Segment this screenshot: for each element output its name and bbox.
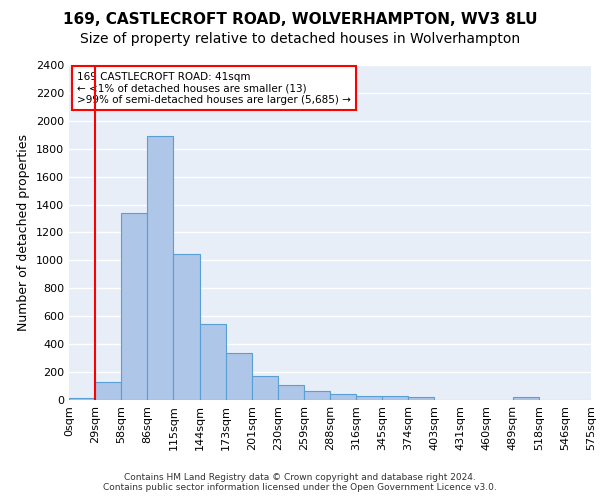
Text: 169, CASTLECROFT ROAD, WOLVERHAMPTON, WV3 8LU: 169, CASTLECROFT ROAD, WOLVERHAMPTON, WV…	[63, 12, 537, 28]
Text: 169 CASTLECROFT ROAD: 41sqm
← <1% of detached houses are smaller (13)
>99% of se: 169 CASTLECROFT ROAD: 41sqm ← <1% of det…	[77, 72, 351, 105]
Bar	[199, 324, 226, 400]
Y-axis label: Number of detached properties: Number of detached properties	[17, 134, 31, 331]
Bar	[513, 397, 539, 400]
Bar	[330, 394, 356, 400]
Bar	[382, 396, 409, 400]
Bar	[121, 213, 148, 400]
Bar	[304, 391, 330, 400]
Bar	[278, 384, 304, 400]
Bar	[95, 382, 121, 400]
Text: Contains HM Land Registry data © Crown copyright and database right 2024.
Contai: Contains HM Land Registry data © Crown c…	[103, 473, 497, 492]
Bar	[252, 376, 278, 400]
Bar	[69, 398, 95, 400]
Bar	[173, 254, 199, 400]
Bar	[226, 353, 252, 400]
Bar	[148, 136, 173, 400]
Bar	[409, 397, 434, 400]
Bar	[356, 396, 382, 400]
Text: Size of property relative to detached houses in Wolverhampton: Size of property relative to detached ho…	[80, 32, 520, 46]
